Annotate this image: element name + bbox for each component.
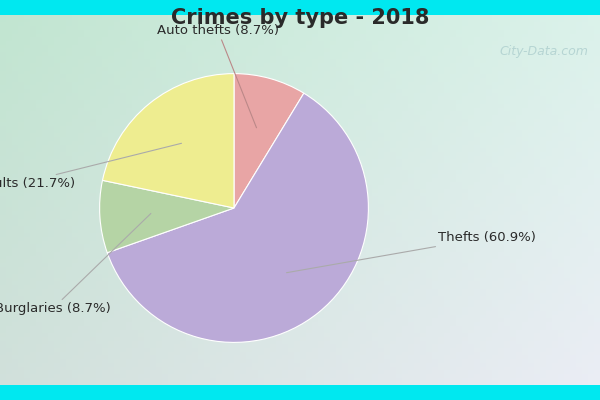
Text: Assaults (21.7%): Assaults (21.7%) xyxy=(0,143,181,190)
Wedge shape xyxy=(103,74,234,208)
Wedge shape xyxy=(100,180,234,253)
Wedge shape xyxy=(107,93,368,342)
Text: Crimes by type - 2018: Crimes by type - 2018 xyxy=(171,8,429,28)
Text: Thefts (60.9%): Thefts (60.9%) xyxy=(287,231,536,273)
Text: City-Data.com: City-Data.com xyxy=(499,45,588,58)
Wedge shape xyxy=(234,74,304,208)
Text: Auto thefts (8.7%): Auto thefts (8.7%) xyxy=(157,24,279,128)
Text: Burglaries (8.7%): Burglaries (8.7%) xyxy=(0,214,151,315)
